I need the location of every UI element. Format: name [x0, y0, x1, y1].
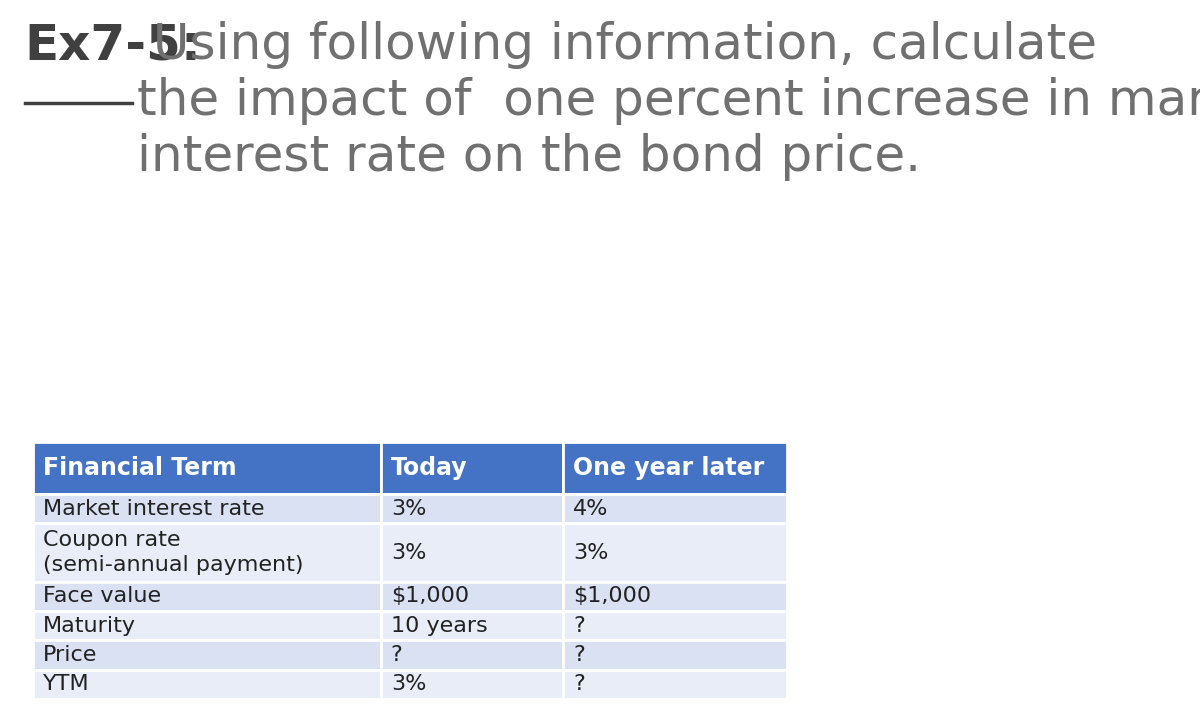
Text: Using following information, calculate
the impact of  one percent increase in ma: Using following information, calculate t…	[137, 21, 1200, 180]
Text: Maturity: Maturity	[43, 615, 136, 636]
Text: Ex7-5:: Ex7-5:	[25, 21, 202, 69]
FancyBboxPatch shape	[380, 640, 563, 670]
FancyBboxPatch shape	[380, 442, 563, 494]
Text: Today: Today	[391, 456, 468, 480]
FancyBboxPatch shape	[563, 670, 787, 699]
FancyBboxPatch shape	[34, 670, 380, 699]
FancyBboxPatch shape	[563, 442, 787, 494]
Text: Price: Price	[43, 645, 97, 665]
Text: ?: ?	[574, 674, 584, 694]
FancyBboxPatch shape	[34, 611, 380, 640]
Text: $1,000: $1,000	[391, 586, 469, 607]
FancyBboxPatch shape	[563, 582, 787, 611]
Text: ?: ?	[574, 645, 584, 665]
Text: 10 years: 10 years	[391, 615, 487, 636]
FancyBboxPatch shape	[563, 640, 787, 670]
FancyBboxPatch shape	[34, 494, 380, 523]
FancyBboxPatch shape	[380, 670, 563, 699]
FancyBboxPatch shape	[380, 611, 563, 640]
FancyBboxPatch shape	[380, 494, 563, 523]
Text: Coupon rate
(semi-annual payment): Coupon rate (semi-annual payment)	[43, 530, 304, 575]
FancyBboxPatch shape	[563, 494, 787, 523]
Text: 3%: 3%	[391, 674, 426, 694]
Text: Face value: Face value	[43, 586, 161, 607]
Text: YTM: YTM	[43, 674, 90, 694]
FancyBboxPatch shape	[563, 523, 787, 582]
Text: Market interest rate: Market interest rate	[43, 498, 264, 519]
FancyBboxPatch shape	[34, 582, 380, 611]
Text: ?: ?	[391, 645, 402, 665]
FancyBboxPatch shape	[34, 442, 380, 494]
Text: 3%: 3%	[391, 498, 426, 519]
Text: 3%: 3%	[391, 543, 426, 563]
Text: $1,000: $1,000	[574, 586, 652, 607]
Text: Financial Term: Financial Term	[43, 456, 236, 480]
Text: 4%: 4%	[574, 498, 608, 519]
FancyBboxPatch shape	[380, 582, 563, 611]
Text: ?: ?	[574, 615, 584, 636]
FancyBboxPatch shape	[34, 640, 380, 670]
FancyBboxPatch shape	[380, 523, 563, 582]
Text: One year later: One year later	[574, 456, 764, 480]
FancyBboxPatch shape	[34, 523, 380, 582]
Text: 3%: 3%	[574, 543, 608, 563]
FancyBboxPatch shape	[563, 611, 787, 640]
